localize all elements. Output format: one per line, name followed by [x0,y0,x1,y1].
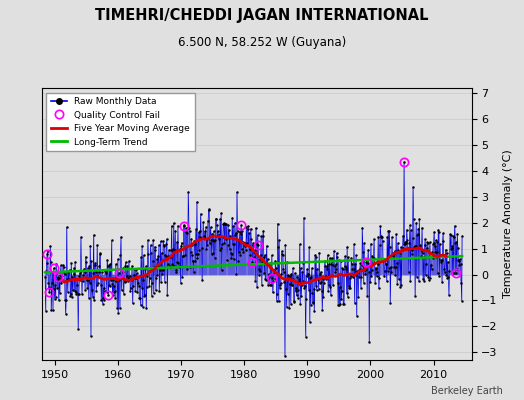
Text: Berkeley Earth: Berkeley Earth [431,386,503,396]
Text: TIMEHRI/CHEDDI JAGAN INTERNATIONAL: TIMEHRI/CHEDDI JAGAN INTERNATIONAL [95,8,429,23]
Y-axis label: Temperature Anomaly (°C): Temperature Anomaly (°C) [504,150,514,298]
Legend: Raw Monthly Data, Quality Control Fail, Five Year Moving Average, Long-Term Tren: Raw Monthly Data, Quality Control Fail, … [47,92,195,151]
Text: 6.500 N, 58.252 W (Guyana): 6.500 N, 58.252 W (Guyana) [178,36,346,49]
